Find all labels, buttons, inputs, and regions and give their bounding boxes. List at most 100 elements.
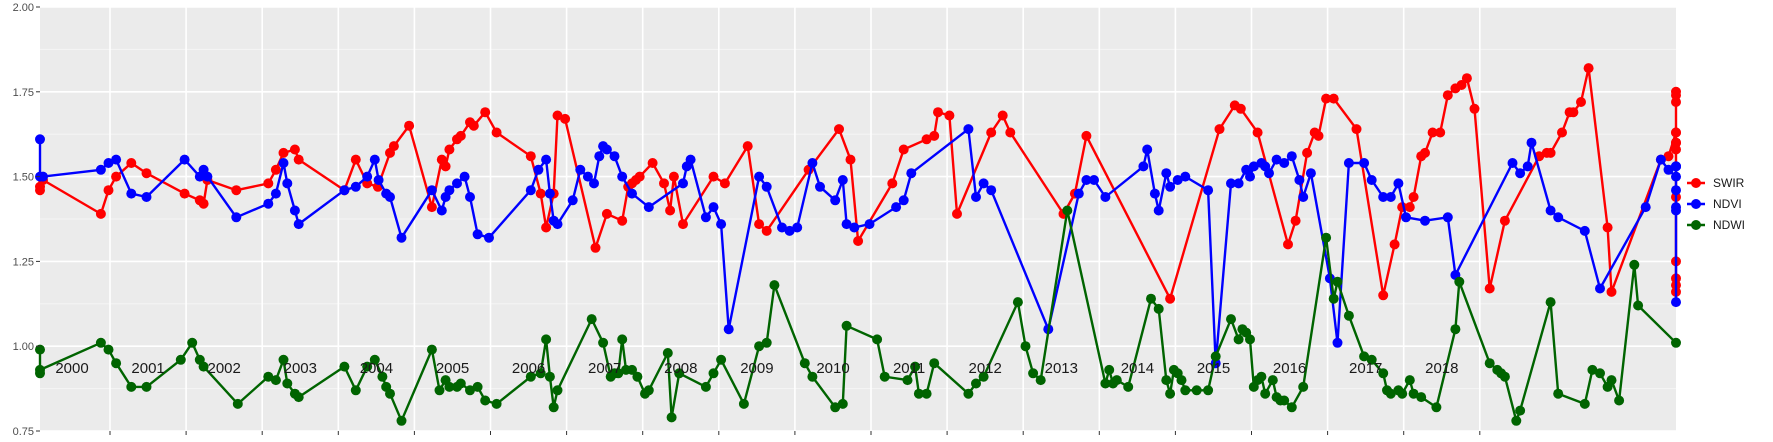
data-point-ndvi: [963, 124, 974, 135]
data-point-ndwi: [103, 344, 114, 355]
data-point-ndwi: [674, 368, 685, 379]
data-point-ndwi: [913, 388, 924, 399]
data-point-ndwi: [761, 337, 772, 348]
data-point-ndvi: [567, 195, 578, 206]
data-point-swir: [647, 158, 658, 168]
data-point-swir: [198, 198, 209, 209]
data-point-ndwi: [1378, 368, 1389, 379]
data-point-swir: [929, 130, 940, 141]
data-point-swir: [293, 154, 304, 165]
data-point-ndvi: [1286, 151, 1297, 162]
data-point-ndvi: [708, 202, 719, 213]
data-point-ndwi: [111, 358, 122, 369]
data-point-swir: [845, 154, 856, 165]
data-point-ndwi: [1233, 334, 1244, 345]
data-point-ndwi: [1606, 375, 1617, 386]
data-point-ndwi: [293, 392, 304, 403]
data-point-ndvi: [541, 154, 552, 165]
data-point-ndwi: [1328, 293, 1339, 304]
data-point-ndwi: [716, 354, 727, 365]
data-point-ndwi: [396, 415, 407, 426]
data-point-swir: [617, 215, 628, 226]
data-point-swir: [1081, 130, 1092, 141]
data-point-swir: [535, 188, 546, 199]
y-tick-label: 1.25: [13, 256, 34, 268]
data-point-ndvi: [685, 154, 696, 165]
data-point-ndwi: [1553, 388, 1564, 399]
data-point-ndwi: [1343, 310, 1354, 321]
data-point-ndvi: [627, 188, 637, 199]
data-point-ndwi: [1210, 351, 1221, 362]
data-point-ndvi: [126, 188, 137, 199]
data-point-ndwi: [963, 388, 974, 399]
data-point-swir: [263, 178, 274, 189]
data-point-swir: [659, 178, 669, 189]
data-point-ndvi: [830, 195, 841, 206]
data-point-ndvi: [1671, 185, 1681, 196]
data-point-ndvi: [444, 185, 455, 196]
data-point-swir: [986, 127, 997, 138]
data-point-ndvi: [1161, 168, 1172, 179]
data-point-ndvi: [1172, 175, 1183, 185]
legend-key-point: [1691, 220, 1701, 230]
data-point-ndwi: [902, 375, 913, 386]
data-point-swir: [1456, 80, 1467, 90]
data-point-ndwi: [385, 388, 395, 399]
year-label: 2012: [969, 360, 1002, 377]
data-point-ndvi: [1271, 154, 1282, 165]
data-point-ndvi: [202, 171, 213, 182]
data-point-ndwi: [1404, 375, 1415, 386]
data-point-swir: [761, 225, 772, 236]
x-ticks: [109, 431, 1481, 435]
data-point-ndvi: [141, 192, 152, 202]
data-point-swir: [590, 242, 601, 253]
data-point-ndwi: [544, 371, 555, 382]
data-point-ndvi: [1393, 178, 1404, 189]
data-point-ndvi: [282, 178, 293, 189]
data-point-ndvi: [1180, 171, 1191, 182]
data-point-ndvi: [385, 192, 395, 202]
data-point-ndwi: [708, 368, 719, 379]
data-point-ndvi: [1153, 205, 1164, 216]
series-swir: [35, 63, 1681, 304]
data-point-ndvi: [723, 324, 734, 335]
data-point-ndwi: [1146, 293, 1156, 304]
data-point-ndwi: [1511, 415, 1522, 426]
series-layer: [35, 63, 1681, 426]
data-point-ndvi: [1553, 212, 1564, 223]
data-point-swir: [1461, 73, 1472, 84]
year-label: 2011: [893, 360, 925, 377]
data-point-ndwi: [198, 361, 209, 372]
data-point-ndvi: [1332, 337, 1343, 348]
data-point-ndvi: [111, 154, 122, 165]
data-point-ndvi: [594, 151, 605, 162]
data-point-ndwi: [841, 320, 852, 331]
year-label: 2008: [664, 360, 697, 377]
data-point-ndvi: [472, 229, 483, 240]
data-point-ndwi: [1191, 385, 1202, 396]
data-point-ndwi: [426, 344, 437, 355]
data-point-ndvi: [1081, 175, 1092, 185]
year-label: 2017: [1349, 360, 1382, 377]
data-point-ndvi: [1298, 192, 1309, 202]
data-point-ndwi: [978, 371, 989, 382]
data-point-ndwi: [434, 385, 445, 396]
data-point-ndvi: [978, 178, 989, 189]
y-tick-label: 0.75: [13, 426, 34, 438]
data-point-ndwi: [754, 341, 765, 352]
data-point-ndwi: [1123, 381, 1134, 392]
data-point-ndwi: [1484, 358, 1495, 369]
data-point-ndwi: [232, 398, 243, 409]
data-point-ndvi: [373, 175, 384, 185]
data-point-swir: [1252, 127, 1263, 138]
data-point-ndvi: [1233, 178, 1244, 189]
data-point-ndwi: [1260, 388, 1271, 399]
data-point-ndvi: [678, 178, 688, 189]
data-point-ndvi: [1366, 175, 1377, 185]
data-point-ndvi: [1149, 188, 1160, 199]
data-point-ndwi: [1385, 388, 1396, 399]
data-point-swir: [1165, 293, 1176, 304]
legend-label-swir: SWIR: [1713, 176, 1745, 190]
data-point-ndwi: [598, 337, 609, 348]
data-point-swir: [601, 208, 612, 219]
